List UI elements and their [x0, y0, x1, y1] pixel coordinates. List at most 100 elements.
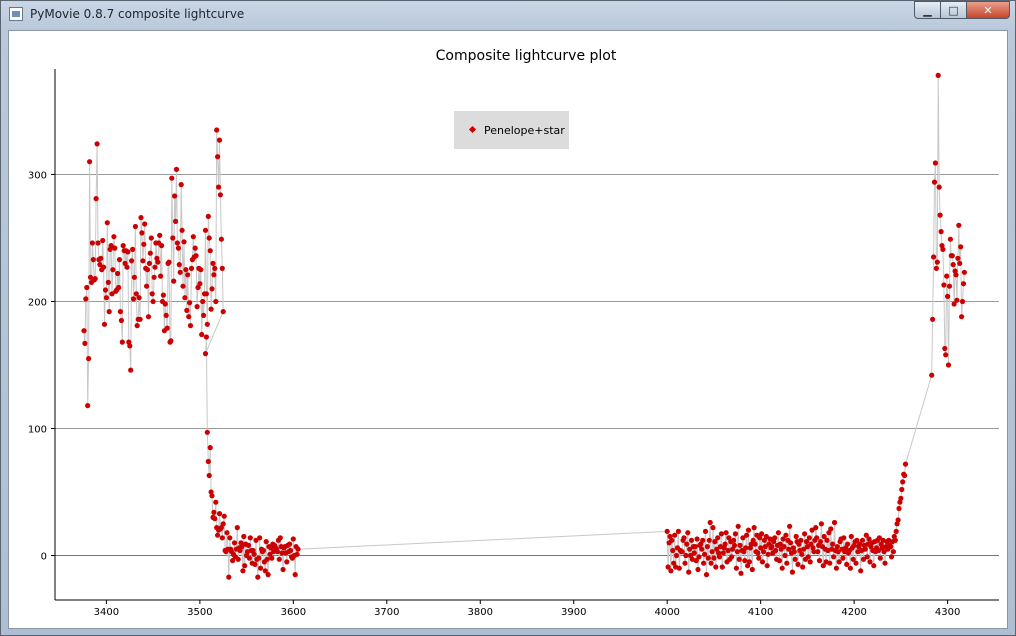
- data-point: [954, 297, 960, 303]
- data-point: [256, 555, 262, 561]
- data-point: [224, 530, 230, 536]
- data-point: [94, 141, 100, 147]
- x-tick-label: 3500: [187, 607, 212, 618]
- close-button[interactable]: ✕: [966, 1, 1010, 19]
- x-tick-label: 3400: [94, 607, 119, 618]
- data-point: [713, 564, 719, 570]
- data-point: [202, 227, 209, 233]
- data-point: [221, 513, 227, 519]
- data-point: [791, 549, 797, 555]
- data-point: [900, 479, 906, 485]
- data-point: [81, 328, 87, 334]
- data-point: [830, 541, 836, 547]
- data-point: [792, 556, 798, 562]
- data-point: [141, 241, 147, 247]
- data-point: [695, 566, 701, 573]
- data-point: [187, 300, 193, 306]
- data-point: [836, 559, 842, 565]
- title-bar[interactable]: PyMovie 0.8.7 composite lightcurve ▁ □ ✕: [1, 1, 1015, 29]
- maximize-button[interactable]: □: [940, 1, 966, 19]
- data-point: [960, 281, 967, 287]
- data-point: [691, 550, 697, 556]
- data-point: [736, 556, 742, 562]
- data-point: [757, 535, 763, 541]
- window-title: PyMovie 0.8.7 composite lightcurve: [30, 7, 245, 21]
- data-point: [103, 295, 109, 301]
- data-point: [703, 572, 710, 578]
- data-point: [758, 545, 764, 551]
- data-point: [112, 245, 118, 251]
- data-point: [252, 561, 258, 568]
- data-point: [279, 550, 285, 556]
- data-point: [692, 544, 698, 550]
- data-point: [276, 556, 282, 562]
- data-point: [190, 234, 196, 240]
- data-point: [200, 298, 206, 305]
- data-point: [290, 536, 296, 542]
- data-point: [168, 338, 174, 344]
- legend[interactable]: Penelope+star: [454, 111, 569, 149]
- data-point: [854, 537, 860, 543]
- x-tick-label: 3600: [281, 607, 306, 618]
- x-tick-label: 3700: [374, 607, 399, 618]
- data-point: [931, 179, 938, 185]
- data-point: [800, 564, 806, 570]
- data-point: [762, 544, 768, 550]
- data-point: [294, 551, 300, 557]
- data-point: [148, 235, 154, 241]
- data-point: [207, 248, 213, 254]
- data-point: [929, 372, 935, 378]
- data-point: [216, 184, 222, 190]
- minimize-button[interactable]: ▁: [914, 1, 940, 19]
- data-point: [104, 220, 110, 226]
- data-point: [882, 560, 888, 566]
- data-point: [106, 309, 112, 315]
- data-point: [149, 291, 155, 297]
- data-point: [681, 535, 687, 541]
- data-point: [92, 276, 98, 282]
- data-point: [241, 533, 247, 540]
- data-point: [731, 537, 737, 543]
- data-point: [765, 551, 771, 557]
- data-point: [893, 528, 899, 534]
- data-point: [204, 429, 210, 435]
- data-point: [877, 555, 883, 561]
- data-point: [862, 546, 868, 552]
- data-point: [955, 255, 961, 261]
- data-point: [204, 321, 210, 327]
- data-point: [935, 72, 941, 78]
- x-tick-label: 3900: [561, 607, 586, 618]
- data-point: [769, 544, 775, 550]
- data-point: [798, 537, 804, 543]
- legend-marker: [468, 125, 477, 134]
- data-point: [230, 558, 236, 564]
- data-point: [172, 193, 178, 199]
- data-point: [265, 572, 271, 578]
- data-point: [108, 243, 114, 249]
- data-point: [245, 542, 252, 548]
- data-point: [138, 215, 144, 221]
- data-point: [137, 316, 143, 322]
- data-point: [669, 537, 675, 543]
- data-point: [813, 525, 819, 531]
- lightcurve-chart[interactable]: Composite lightcurve plot 0 100 200 300 3400…: [9, 31, 1007, 628]
- data-point: [732, 531, 739, 537]
- data-point: [155, 259, 161, 265]
- data-point: [95, 240, 101, 246]
- data-point: [875, 547, 882, 554]
- data-point: [206, 235, 212, 241]
- data-point: [277, 535, 283, 541]
- data-point: [867, 559, 873, 565]
- data-point: [246, 555, 252, 561]
- data-point: [209, 493, 215, 499]
- data-point: [260, 547, 266, 554]
- data-point: [182, 295, 188, 301]
- data-point: [207, 445, 213, 451]
- data-point: [799, 551, 805, 557]
- data-point: [665, 564, 671, 570]
- data-point: [188, 265, 195, 271]
- data-point: [186, 314, 192, 320]
- data-point: [866, 536, 872, 542]
- x-tick-label: 4100: [748, 607, 773, 618]
- data-point: [101, 321, 108, 327]
